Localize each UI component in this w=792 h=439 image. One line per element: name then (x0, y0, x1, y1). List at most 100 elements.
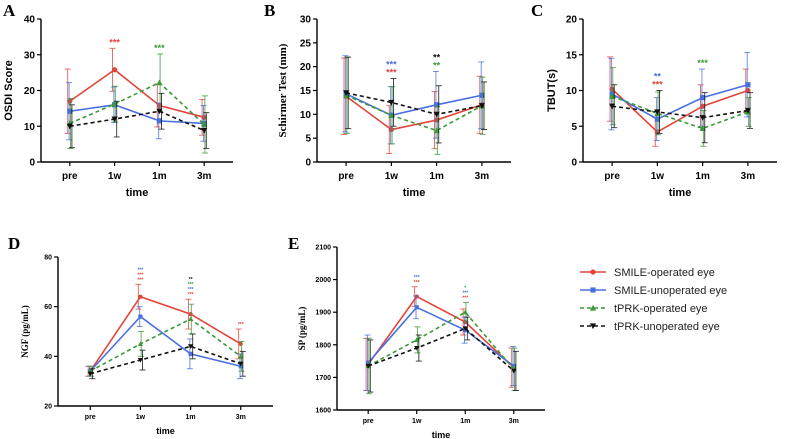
y-tick-label: 0 (305, 158, 311, 169)
series-line (69, 68, 205, 119)
series-line (69, 103, 205, 125)
series-line (345, 92, 483, 116)
series-line (89, 315, 241, 372)
data-point (111, 116, 118, 123)
data-point (654, 116, 660, 122)
x-tick-label: 3m (741, 171, 756, 182)
significance-stars: *** (109, 37, 120, 47)
y-axis-title: SP (pg/mL) (297, 307, 307, 351)
series-tprk-operated-eye (365, 301, 518, 395)
data-point (434, 117, 440, 123)
significance-stars: *** (188, 292, 194, 298)
legend-marker (590, 269, 596, 275)
x-tick-label: 3m (236, 414, 246, 421)
data-point (87, 371, 93, 377)
significance-stars: *** (414, 275, 420, 281)
y-tick-label: 10 (566, 86, 578, 97)
x-axis-title: time (669, 187, 692, 199)
data-point (434, 102, 440, 108)
significance-stars: *** (137, 272, 143, 278)
data-point (111, 100, 118, 107)
x-tick-label: 1w (651, 171, 665, 182)
series-line (611, 88, 749, 133)
significance-stars: *** (137, 267, 143, 273)
significance-stars: ** (654, 72, 662, 82)
data-point (137, 341, 144, 347)
panel-letter: D (8, 234, 20, 253)
y-tick-label: 5 (571, 122, 577, 133)
x-tick-label: 1m (429, 171, 444, 182)
data-point (67, 98, 73, 104)
significance-stars: *** (154, 43, 165, 53)
y-tick-label: 1900 (315, 310, 331, 317)
y-tick-label: 15 (566, 50, 578, 61)
series-line (69, 81, 205, 126)
data-point (238, 361, 244, 367)
x-tick-label: 1w (108, 171, 122, 182)
data-point (201, 114, 207, 120)
data-point (388, 126, 394, 133)
data-point (388, 99, 395, 106)
data-point (156, 102, 162, 109)
x-tick-label: 1m (695, 171, 710, 182)
data-point (156, 108, 163, 115)
significance-stars: *** (188, 287, 194, 293)
y-tick-label: 1600 (315, 408, 331, 415)
significance-stars: *** (652, 80, 663, 90)
series-line (69, 110, 205, 132)
legend-label: tPRK-unoperated eye (614, 321, 720, 333)
series-smile-operated-eye (85, 283, 243, 377)
series-line (611, 95, 749, 130)
series-smile-unoperated-eye (342, 55, 485, 145)
x-tick-label: 1m (186, 414, 196, 421)
data-point (137, 357, 144, 363)
data-point (201, 127, 208, 134)
data-point (366, 360, 371, 365)
x-axis-title: time (156, 426, 175, 436)
legend-label: tPRK-operated eye (614, 303, 708, 315)
significance-stars: ** (433, 60, 441, 70)
y-tick-label: 20 (566, 15, 578, 26)
significance-stars: *** (462, 295, 468, 301)
significance-stars: *** (188, 282, 194, 288)
data-point (609, 86, 615, 92)
legend-label: SMILE-unoperated eye (614, 285, 727, 297)
x-tick-label: 1m (460, 418, 470, 425)
data-point (462, 326, 468, 332)
x-tick-label: 1m (152, 171, 167, 182)
x-axis-title: time (432, 430, 451, 439)
data-point (745, 82, 751, 88)
data-point (138, 314, 143, 319)
series-line (367, 295, 515, 369)
series-smile-operated-eye (341, 57, 485, 154)
data-point (699, 125, 706, 131)
x-tick-label: 1w (136, 414, 146, 421)
series-tprk-unoperated-eye (66, 92, 210, 149)
y-axis-title: TBUT(s) (546, 69, 558, 112)
y-tick-label: 40 (24, 15, 36, 26)
data-point (238, 353, 244, 359)
x-tick-label: pre (85, 414, 96, 421)
data-point (414, 305, 419, 310)
series-tprk-unoperated-eye (609, 84, 753, 144)
series-line (345, 95, 483, 131)
chart-panel-e: E 1600 1700 1800 1900 2000 2100 pre 1w 1m 3m time SP… (288, 234, 545, 439)
series-tprk-operated-eye (66, 53, 208, 154)
series-tprk-unoperated-eye (87, 333, 246, 380)
chart-panel-b: B 0 5 10 15 20 25 30 pre 1w 1m 3m time Schirmer Test … (264, 1, 511, 199)
y-tick-label: 5 (305, 134, 311, 145)
significance-stars: *** (386, 68, 397, 78)
data-point (433, 111, 440, 118)
data-point (388, 112, 395, 118)
data-point (67, 108, 73, 114)
series-line (367, 311, 515, 370)
significance-stars: *** (414, 280, 420, 286)
data-point (187, 344, 194, 349)
data-point (156, 79, 163, 86)
y-axis-title: Schirmer Test (mm) (277, 43, 289, 137)
series-smile-operated-eye (363, 286, 516, 391)
data-point (414, 345, 420, 351)
data-point (112, 67, 118, 73)
